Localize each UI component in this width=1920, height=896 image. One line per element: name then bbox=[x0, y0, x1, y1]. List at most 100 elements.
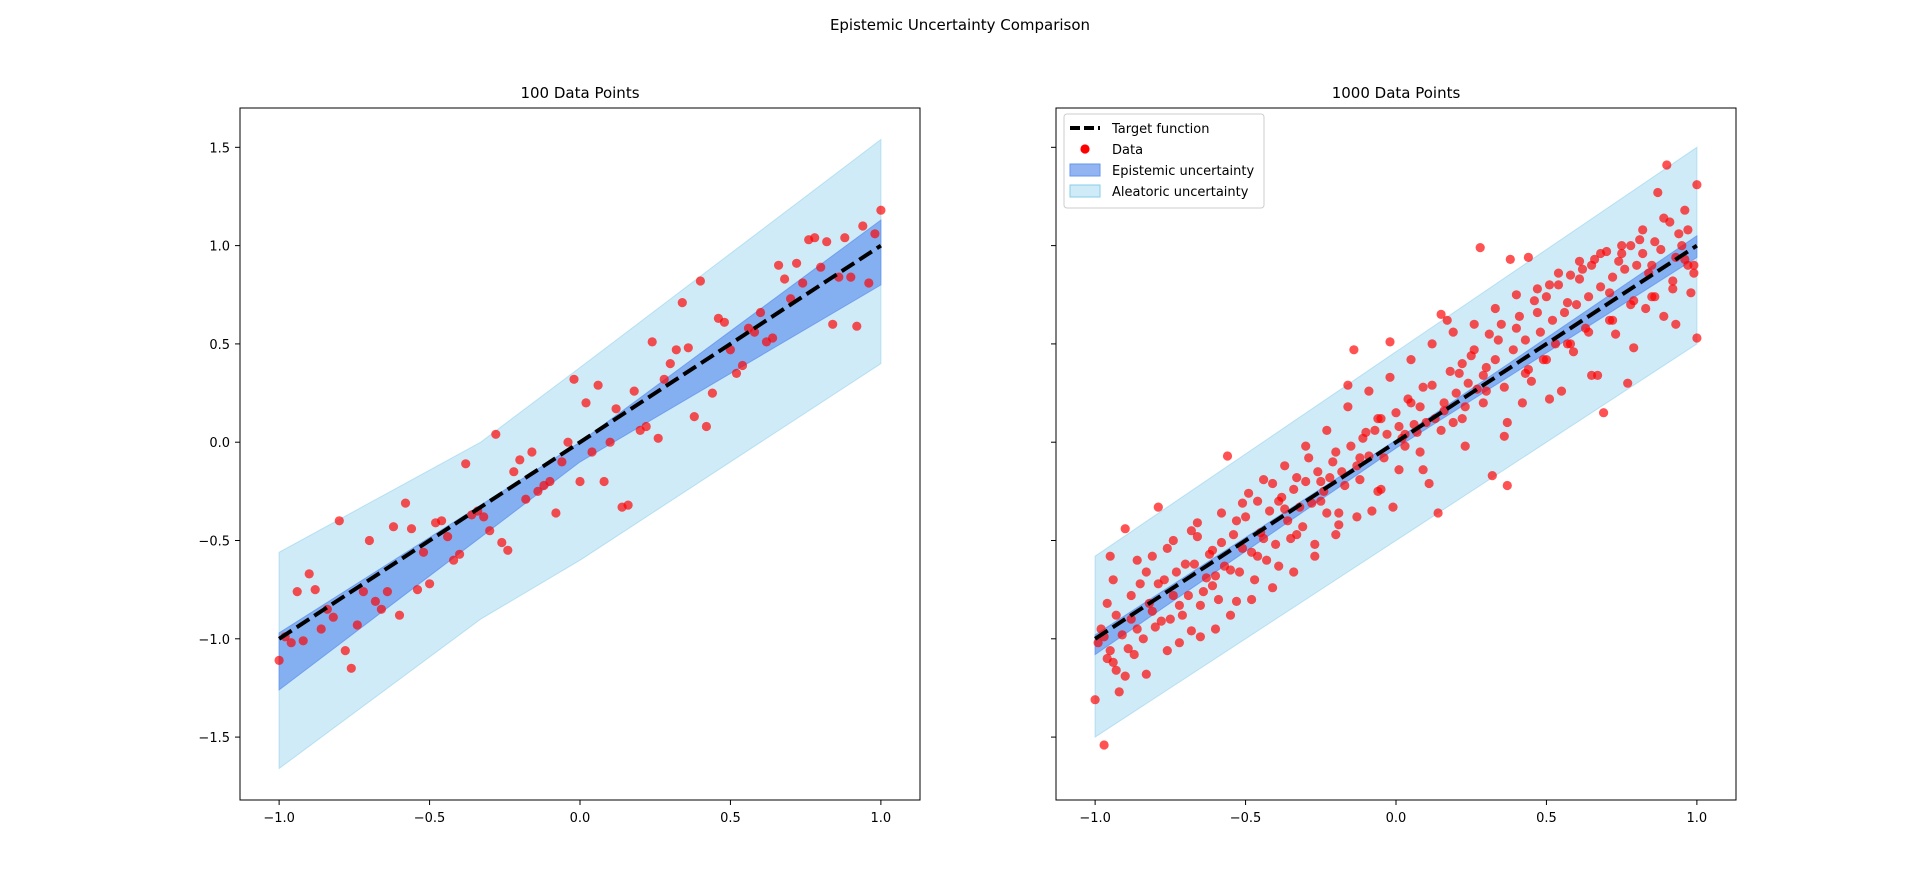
data-point bbox=[1454, 368, 1464, 378]
data-point bbox=[1511, 290, 1521, 300]
data-point bbox=[1213, 594, 1224, 605]
data-point bbox=[816, 262, 826, 272]
data-point bbox=[1186, 526, 1196, 536]
legend-label: Data bbox=[1112, 143, 1143, 158]
y-tick-label: 1.5 bbox=[209, 141, 230, 156]
data-point bbox=[1481, 386, 1491, 396]
data-point bbox=[1508, 345, 1518, 355]
data-point bbox=[822, 237, 832, 247]
data-point bbox=[1520, 335, 1530, 345]
x-tick-label: 0.5 bbox=[720, 811, 741, 826]
data-point bbox=[1268, 478, 1278, 489]
data-point bbox=[1400, 441, 1410, 451]
data-point bbox=[1617, 241, 1627, 251]
data-point bbox=[1626, 300, 1636, 310]
data-point bbox=[1514, 311, 1524, 321]
legend-label: Epistemic uncertainty bbox=[1112, 164, 1254, 179]
data-point bbox=[689, 412, 699, 422]
data-point bbox=[1334, 520, 1344, 530]
data-point bbox=[1370, 425, 1380, 435]
data-point bbox=[1228, 530, 1239, 540]
data-point bbox=[1231, 516, 1242, 526]
data-point bbox=[1574, 274, 1585, 284]
data-point bbox=[647, 337, 657, 347]
data-point bbox=[1141, 669, 1151, 679]
data-point bbox=[1280, 461, 1290, 471]
data-point bbox=[1406, 355, 1416, 365]
data-point bbox=[1207, 545, 1218, 555]
data-point bbox=[695, 276, 706, 286]
data-point bbox=[1674, 229, 1684, 239]
data-point bbox=[1427, 339, 1437, 349]
data-point bbox=[1156, 616, 1166, 626]
data-point bbox=[1596, 248, 1606, 259]
data-point bbox=[641, 421, 651, 432]
data-point bbox=[1565, 339, 1576, 349]
data-point bbox=[1364, 386, 1374, 396]
data-point bbox=[1608, 315, 1618, 325]
data-point bbox=[557, 457, 567, 467]
data-point bbox=[1313, 467, 1323, 477]
data-point bbox=[1445, 366, 1455, 376]
data-point bbox=[1418, 465, 1428, 475]
data-point bbox=[1511, 323, 1521, 333]
data-point bbox=[798, 278, 808, 288]
data-point bbox=[1496, 319, 1506, 329]
data-point bbox=[1499, 431, 1509, 441]
x-tick-label: 0.0 bbox=[1386, 811, 1407, 826]
data-point bbox=[701, 421, 712, 432]
data-points bbox=[1090, 160, 1702, 750]
data-point bbox=[1436, 425, 1446, 435]
data-point bbox=[1352, 461, 1362, 471]
data-point bbox=[437, 516, 447, 526]
data-point bbox=[1247, 594, 1257, 605]
data-point bbox=[1216, 537, 1227, 548]
data-point bbox=[334, 516, 344, 526]
data-point bbox=[521, 494, 531, 504]
data-point bbox=[1424, 478, 1434, 489]
data-point bbox=[1165, 614, 1175, 624]
data-point bbox=[1590, 254, 1600, 264]
x-tick-label: −1.0 bbox=[263, 811, 295, 826]
data-point bbox=[737, 360, 748, 371]
data-point bbox=[1379, 453, 1389, 463]
data-point bbox=[1565, 270, 1576, 280]
data-point bbox=[768, 333, 778, 343]
data-point bbox=[1265, 506, 1275, 516]
data-point bbox=[1192, 518, 1202, 528]
data-point bbox=[1322, 508, 1332, 518]
data-point bbox=[575, 476, 585, 487]
data-point bbox=[1611, 329, 1621, 339]
data-point bbox=[1523, 252, 1533, 262]
data-point bbox=[1289, 567, 1299, 577]
y-tick-label: −1.0 bbox=[198, 633, 230, 648]
data-point bbox=[1668, 276, 1678, 286]
data-point bbox=[1490, 303, 1500, 314]
data-point bbox=[1132, 555, 1142, 565]
data-point bbox=[749, 327, 760, 337]
panel-100-points: −1.0 −0.5 0.0 0.5 1.0 1.5 1.0 0.5 0.0 −0.5 −1.0 −1.… bbox=[198, 84, 921, 826]
data-point bbox=[1574, 256, 1585, 266]
data-point bbox=[1301, 476, 1311, 487]
data-point bbox=[1352, 512, 1362, 522]
data-point bbox=[1268, 583, 1278, 593]
epistemic-band bbox=[278, 219, 882, 691]
data-point bbox=[1382, 429, 1392, 439]
data-point bbox=[677, 298, 687, 308]
data-point bbox=[1138, 634, 1148, 644]
data-point bbox=[509, 467, 519, 477]
data-point bbox=[527, 447, 537, 457]
data-point bbox=[1415, 402, 1425, 412]
data-point bbox=[665, 359, 675, 369]
data-point bbox=[1150, 622, 1160, 632]
data-point bbox=[1584, 292, 1594, 302]
legend-epistemic-swatch bbox=[1069, 163, 1101, 177]
data-point bbox=[340, 646, 350, 656]
data-point bbox=[707, 388, 718, 398]
data-point bbox=[1105, 646, 1115, 656]
data-point bbox=[491, 429, 501, 439]
data-point bbox=[1599, 408, 1609, 418]
data-point bbox=[1541, 292, 1551, 302]
x-tick-label: −1.0 bbox=[1079, 811, 1111, 826]
